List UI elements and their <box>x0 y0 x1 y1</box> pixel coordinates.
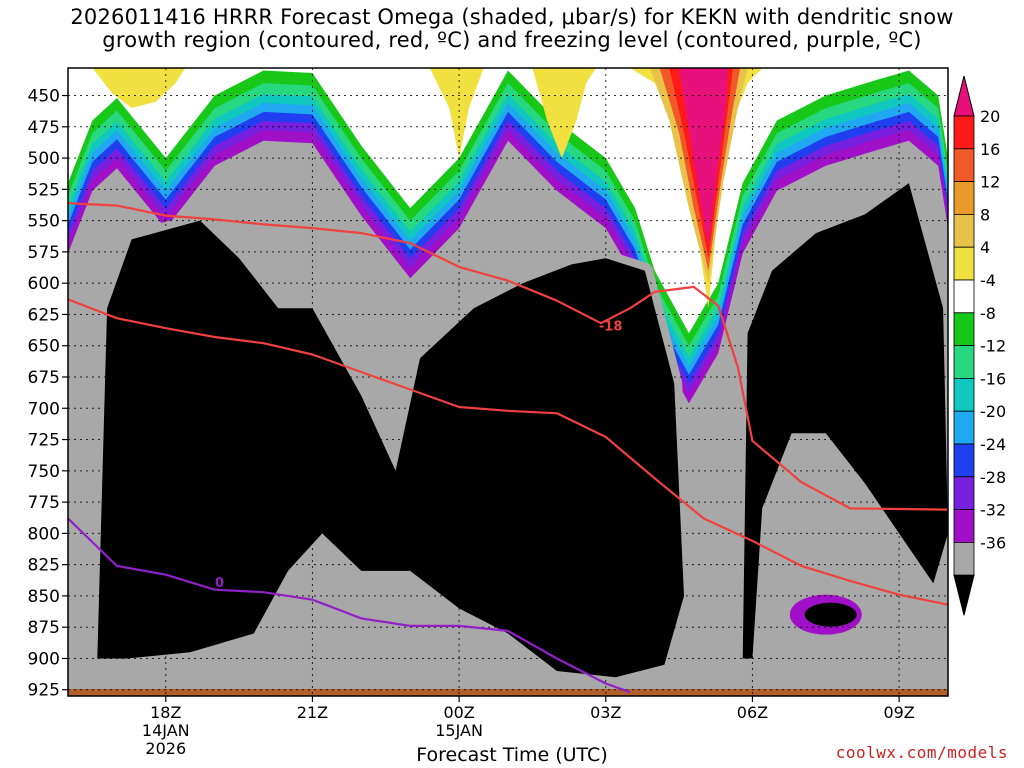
colorbar-top-arrow <box>953 75 975 117</box>
colorbar-label: -20 <box>980 402 1006 421</box>
colorbar-swatch <box>953 377 975 412</box>
colorbar-label: 16 <box>980 140 1000 159</box>
y-tick-label: 600 <box>28 274 60 294</box>
omega-core <box>804 602 857 627</box>
y-tick-label: 775 <box>28 493 60 513</box>
colorbar-label: -32 <box>980 501 1006 520</box>
colorbar-label: 8 <box>980 205 990 224</box>
omega-band <box>679 68 728 246</box>
y-tick-label: 850 <box>28 587 60 607</box>
x-tick-sublabel: 2026 <box>145 739 186 758</box>
y-tick-label: 800 <box>28 524 60 544</box>
omega-band <box>532 68 596 159</box>
colorbar-swatch <box>953 148 975 183</box>
colorbar-label: -4 <box>980 271 996 290</box>
omega-band <box>92 68 186 108</box>
y-tick-label: 875 <box>28 618 60 638</box>
x-tick-label: 09Z <box>883 703 914 722</box>
omega-band <box>429 68 484 159</box>
colorbar-swatch <box>953 345 975 379</box>
y-tick-label: 450 <box>28 87 60 107</box>
colorbar-label: -16 <box>980 369 1006 388</box>
y-tick-label: 625 <box>28 305 60 325</box>
colorbar-swatch <box>953 213 975 248</box>
colorbar-swatch <box>953 509 975 543</box>
colorbar-label: -28 <box>980 468 1006 487</box>
y-tick-label: 525 <box>28 180 60 200</box>
y-tick-label: 900 <box>28 649 60 669</box>
contour-line-1 <box>67 298 949 606</box>
contour-line-0 <box>67 202 949 511</box>
x-axis-label: Forecast Time (UTC) <box>416 744 608 766</box>
y-tick-label: 675 <box>28 368 60 388</box>
colorbar-swatch <box>953 246 975 281</box>
y-tick-label: 825 <box>28 556 60 576</box>
y-tick-label: 500 <box>28 149 60 169</box>
x-tick-label: 21Z <box>297 703 328 722</box>
colorbar-swatch <box>953 115 975 150</box>
x-tick-label: 03Z <box>590 703 621 722</box>
title-line-2: growth region (contoured, red, ºC) and f… <box>102 28 922 52</box>
colorbar-label: 12 <box>980 173 1000 192</box>
omega-core <box>742 183 948 659</box>
y-tick-label: 925 <box>28 681 60 701</box>
x-tick-label: 00Z <box>443 703 474 722</box>
contour-line-2 <box>67 517 631 694</box>
omega-field <box>68 68 948 696</box>
x-tick-label: 06Z <box>737 703 768 722</box>
omega-core <box>97 220 685 678</box>
colorbar-swatch <box>953 443 975 478</box>
colorbar-label: 20 <box>980 107 1000 126</box>
colorbar-label: -24 <box>980 435 1006 454</box>
y-tick-label: 550 <box>28 212 60 232</box>
colorbar-swatch <box>953 476 975 510</box>
colorbar-bottom-arrow <box>953 574 975 616</box>
colorbar-swatch <box>953 181 975 215</box>
y-tick-label: 725 <box>28 431 60 451</box>
colorbar-swatch <box>953 410 975 445</box>
contour-label: 0 <box>215 576 224 591</box>
x-tick-label: 18Z <box>150 703 181 722</box>
colorbar-label: -36 <box>980 533 1006 552</box>
ground-strip <box>68 689 948 696</box>
colorbar-swatch <box>953 312 975 346</box>
colorbar-swatch <box>953 542 975 576</box>
y-tick-label: 750 <box>28 462 60 482</box>
chart-title: 2026011416 HRRR Forecast Omega (shaded, … <box>0 6 1024 52</box>
y-tick-label: 700 <box>28 399 60 419</box>
y-tick-label: 575 <box>28 243 60 263</box>
colorbar-swatch <box>953 279 975 314</box>
contour-label: -18 <box>599 320 623 335</box>
y-tick-label: 650 <box>28 337 60 357</box>
plot-frame <box>67 67 949 697</box>
x-tick-sublabel: 15JAN <box>435 721 483 740</box>
colorbar-label: 4 <box>980 238 990 257</box>
y-tick-label: 475 <box>28 118 60 138</box>
colorbar-label: -12 <box>980 337 1006 356</box>
x-tick-sublabel: 14JAN <box>142 721 190 740</box>
colorbar-label: -8 <box>980 304 996 323</box>
title-line-1: 2026011416 HRRR Forecast Omega (shaded, … <box>70 5 954 29</box>
credit-text: coolwx.com/models <box>835 743 1008 762</box>
